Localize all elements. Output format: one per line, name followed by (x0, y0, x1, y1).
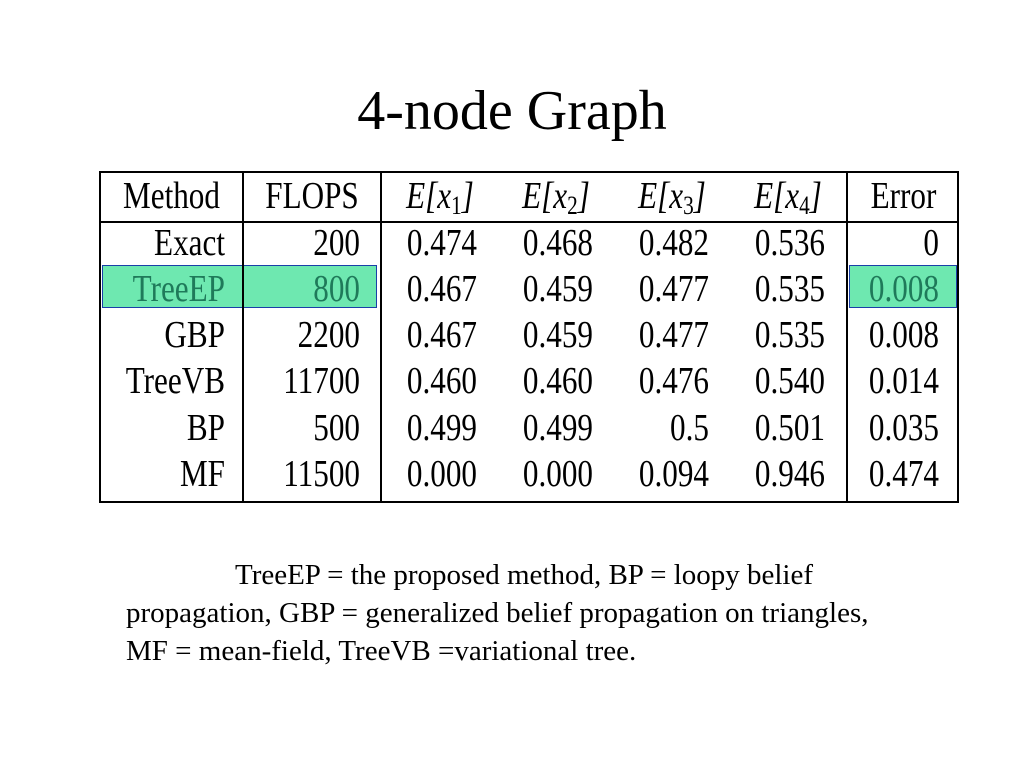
cell-e1: 0.460 (406, 360, 477, 402)
cell-e4: 0.540 (754, 360, 825, 402)
cell-method: GBP (164, 314, 225, 356)
header-divider (101, 221, 957, 223)
cell-e3: 0.094 (638, 453, 709, 495)
cell-method: BP (186, 407, 225, 449)
cell-e3: 0.476 (638, 360, 709, 402)
cell-e2: 0.459 (522, 268, 593, 310)
cell-e4: 0.946 (754, 453, 825, 495)
cell-e4: 0.536 (754, 222, 825, 264)
cell-method-highlighted: TreeEP (132, 268, 225, 310)
cell-method: MF (179, 453, 225, 495)
cell-e1: 0.000 (406, 453, 477, 495)
cell-flops: 500 (313, 407, 360, 449)
divider-after-method (242, 173, 244, 501)
caption-text: TreeEP = the proposed method, BP = loopy… (126, 559, 869, 667)
cell-e1: 0.467 (406, 314, 477, 356)
cell-error: 0.014 (868, 360, 939, 402)
cell-flops: 11700 (283, 360, 360, 402)
cell-e1: 0.467 (406, 268, 477, 310)
cell-e3: 0.5 (670, 407, 709, 449)
cell-flops: 11500 (283, 453, 360, 495)
cell-flops-highlighted: 800 (313, 268, 360, 310)
cell-method: TreeVB (125, 360, 225, 402)
cell-e2: 0.468 (522, 222, 593, 264)
cell-e4: 0.535 (754, 268, 825, 310)
cell-e2: 0.460 (522, 360, 593, 402)
header-flops: FLOPS (265, 175, 359, 217)
cell-error: 0.008 (868, 314, 939, 356)
cell-e2: 0.499 (522, 407, 593, 449)
cell-error: 0 (923, 222, 939, 264)
header-method: Method (123, 175, 220, 217)
slide-title: 4-node Graph (357, 80, 667, 142)
cell-e3: 0.482 (638, 222, 709, 264)
cell-error: 0.035 (868, 407, 939, 449)
highlight-treeep-method-flops (102, 265, 377, 308)
header-e-x3: E[x3] (638, 175, 706, 220)
divider-after-flops (380, 173, 382, 501)
results-table: Method FLOPS E[x1] E[x2] E[x3] E[x4] Err… (99, 171, 959, 503)
header-e-x1: E[x1] (406, 175, 474, 220)
cell-e1: 0.474 (406, 222, 477, 264)
cell-e4: 0.501 (754, 407, 825, 449)
cell-flops: 200 (313, 222, 360, 264)
cell-e2: 0.459 (522, 314, 593, 356)
cell-e3: 0.477 (638, 314, 709, 356)
divider-before-error (846, 173, 848, 501)
cell-e1: 0.499 (406, 407, 477, 449)
cell-e3: 0.477 (638, 268, 709, 310)
cell-method: Exact (154, 222, 225, 264)
header-e-x2: E[x2] (522, 175, 590, 220)
cell-e2: 0.000 (522, 453, 593, 495)
highlight-treeep-error (849, 265, 957, 308)
cell-e4: 0.535 (754, 314, 825, 356)
cell-error: 0.474 (868, 453, 939, 495)
header-e-x4: E[x4] (754, 175, 822, 220)
cell-error-highlighted: 0.008 (868, 268, 939, 310)
header-error: Error (870, 175, 937, 217)
cell-flops: 2200 (297, 314, 360, 356)
